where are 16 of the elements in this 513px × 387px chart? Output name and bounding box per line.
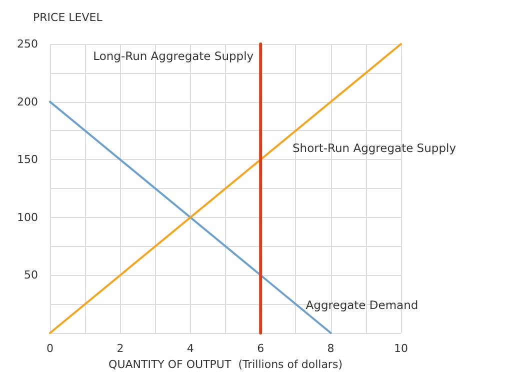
y-tick-label: 200: [17, 95, 38, 108]
y-tick-label: 250: [17, 38, 38, 50]
x-tick-label: 6: [257, 342, 264, 355]
x-tick-label: 10: [394, 342, 408, 355]
x-tick-label: 8: [327, 342, 334, 355]
y-tick-label: 50: [24, 268, 38, 282]
series-label: Short-Run Aggregate Supply: [292, 141, 456, 155]
series-label: Aggregate Demand: [306, 298, 418, 312]
y-tick-label: 150: [17, 153, 38, 166]
x-tick-label: 4: [186, 342, 194, 355]
x-tick-label: 2: [116, 342, 124, 355]
y-tick-label: 100: [17, 210, 38, 224]
series-label: Long-Run Aggregate Supply: [93, 49, 254, 63]
x-axis-title: QUANTITY OF OUTPUT (Trillions of dollars): [108, 358, 342, 371]
y-axis-title: PRICE LEVEL: [33, 11, 104, 24]
x-tick-label: 0: [46, 342, 54, 355]
